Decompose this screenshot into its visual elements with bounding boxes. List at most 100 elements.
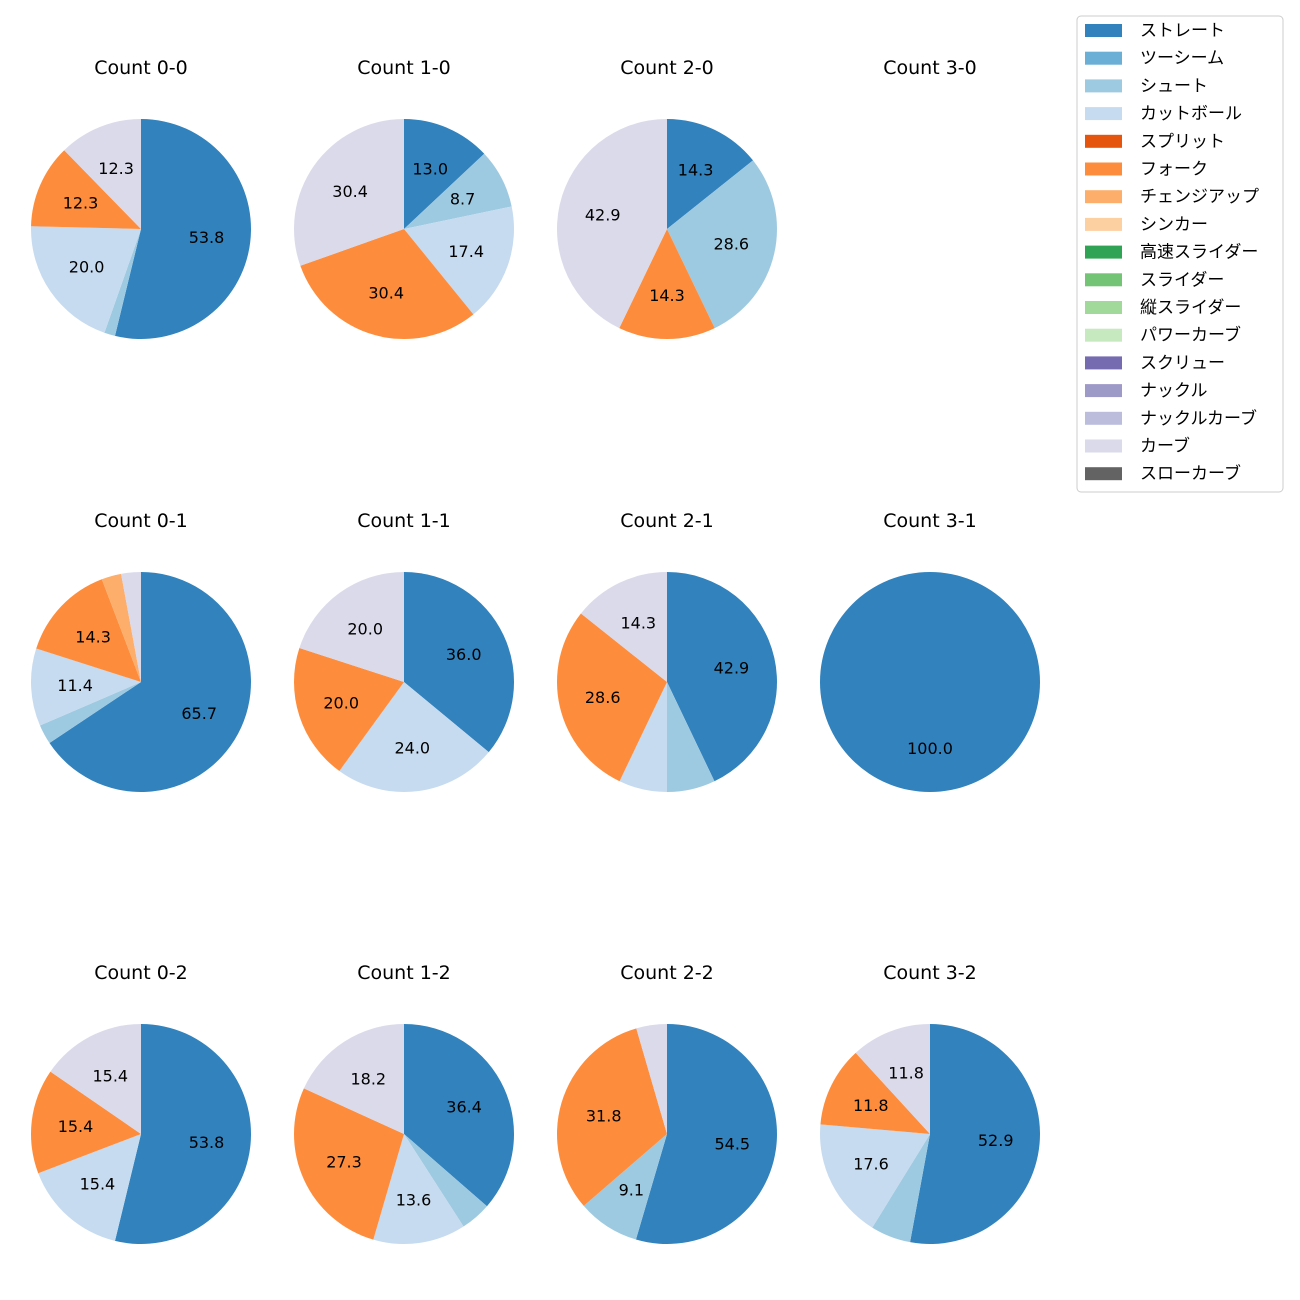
pie-value-label: 15.4: [58, 1117, 94, 1136]
legend-swatch: [1085, 24, 1122, 37]
legend-entry-label: カーブ: [1140, 436, 1190, 457]
legend-entry-label: ナックル: [1140, 381, 1208, 401]
pie-title: Count 1-0: [357, 57, 451, 79]
legend-swatch: [1085, 217, 1122, 231]
pie-value-label: 11.4: [57, 676, 93, 695]
pie-slice: [855, 1024, 930, 1134]
pie-value-label: 13.0: [412, 159, 448, 178]
legend-entry-label: スローカーブ: [1140, 463, 1241, 484]
pie-slice: [104, 229, 141, 336]
pie-slice: [30, 1071, 142, 1174]
legend-swatch: [1085, 411, 1122, 425]
pie-value-label: 36.0: [446, 645, 482, 664]
pie-title: Count 3-1: [883, 510, 977, 532]
legend-entry-label: ツーシーム: [1140, 49, 1224, 69]
legend-swatch: [1085, 467, 1122, 481]
pie-slice: [30, 226, 141, 333]
pie-value-label: 13.6: [396, 1190, 432, 1209]
pie-slice: [114, 1024, 252, 1244]
pie-value-label: 18.2: [350, 1070, 386, 1089]
pie-value-label: 100.0: [907, 739, 953, 758]
pie-value-label: 54.5: [714, 1134, 750, 1153]
pie-slice: [635, 1024, 777, 1244]
pie-value-label: 14.3: [678, 161, 714, 180]
pie-title: Count 2-0: [620, 57, 714, 79]
pie-value-label: 17.6: [853, 1155, 889, 1174]
pie-slice: [580, 572, 667, 682]
pie-slice: [293, 118, 404, 266]
pie-count-1-2: Count 1-2 36.4 13.6 27.3 18.2: [294, 962, 514, 1244]
pie-slice: [667, 160, 777, 329]
pie-value-label: 11.8: [888, 1064, 924, 1083]
legend-entry-label: 高速スライダー: [1140, 243, 1258, 263]
pie-value-label: 42.9: [585, 205, 621, 224]
pie-title: Count 0-1: [94, 510, 188, 532]
pie-slice: [30, 648, 142, 726]
pie-slice: [404, 153, 512, 229]
legend-swatch: [1085, 328, 1122, 342]
pie-value-label: 65.7: [181, 704, 217, 723]
pie-title: Count 3-0: [883, 57, 977, 79]
pie-count-0-0: Count 0-0 53.8 20.0 12.3 12.3: [30, 57, 252, 339]
pie-slice: [404, 119, 485, 229]
pie-slice: [619, 229, 715, 340]
pie-slice: [373, 1134, 464, 1244]
legend-swatch: [1085, 356, 1122, 370]
pie-value-label: 20.0: [347, 620, 383, 639]
legend-swatch: [1085, 134, 1122, 148]
legend-entry-label: ナックルカーブ: [1140, 408, 1257, 429]
pie-title: Count 3-2: [883, 962, 977, 984]
pie-slice: [583, 1134, 667, 1240]
pie-slice: [820, 572, 1040, 792]
pie-count-1-0: Count 1-0 13.08.7 17.4 30.4 30.4: [293, 57, 514, 340]
pie-value-label: 20.0: [69, 257, 105, 276]
legend-swatch: [1085, 107, 1122, 121]
pie-value-label: 36.4: [446, 1098, 482, 1117]
pie-slice: [303, 1024, 404, 1134]
pie-slice: [556, 118, 667, 329]
pie-slice: [820, 1124, 930, 1228]
legend-entry-label: シンカー: [1140, 215, 1208, 235]
pie-value-label: 17.4: [448, 242, 484, 261]
pie-value-label: 53.8: [189, 1133, 225, 1152]
pie-title: Count 1-1: [357, 510, 451, 532]
pie-slice: [64, 119, 141, 229]
pie-value-label: 11.8: [853, 1096, 889, 1115]
pie-slice: [294, 1088, 404, 1240]
pie-slice: [667, 682, 715, 792]
pie-slice: [121, 572, 141, 682]
pie-slice: [872, 1134, 930, 1243]
pie-slice: [101, 573, 141, 682]
legend-entry-label: スライダー: [1140, 270, 1224, 290]
pie-slice: [293, 648, 404, 771]
pie-value-label: 52.9: [978, 1131, 1014, 1150]
pie-count-1-1: Count 1-1 36.0 24.0 20.0 20.0: [293, 510, 515, 793]
legend: ストレートツーシームシュートカットボールスプリットフォークチェンジアップシンカー…: [1076, 15, 1284, 493]
legend-entry-label: スクリュー: [1140, 353, 1225, 373]
legend-entry-label: カットボール: [1140, 104, 1242, 124]
pie-slice: [36, 579, 141, 682]
pie-value-label: 12.3: [98, 159, 134, 178]
legend-swatch: [1085, 51, 1122, 65]
pie-count-3-2: Count 3-2 52.9 17.6 11.8 11.8: [820, 962, 1040, 1245]
pie-value-label: 9.1: [619, 1181, 644, 1200]
legend-frame: [1076, 15, 1284, 493]
pie-title: Count 2-1: [620, 510, 714, 532]
pie-count-3-1: Count 3-1 100.0: [820, 510, 1040, 792]
pie-title: Count 0-0: [94, 57, 188, 79]
pie-count-2-2: Count 2-2 54.5 9.1 31.8: [557, 962, 777, 1244]
pie-value-label: 15.4: [80, 1175, 116, 1194]
pie-value-label: 27.3: [326, 1153, 362, 1172]
pie-slice: [404, 572, 515, 753]
pie-title: Count 2-2: [620, 962, 714, 984]
pie-count-2-0: Count 2-0 14.3 28.6 14.3 42.9: [556, 57, 777, 340]
pie-slice: [404, 206, 514, 315]
legend-swatch: [1085, 245, 1122, 259]
pie-slice: [300, 229, 474, 340]
pie-slice: [38, 1134, 141, 1241]
pie-slice: [667, 572, 777, 782]
pie-slice: [114, 119, 252, 339]
pie-slice: [299, 572, 404, 682]
pie-slice: [667, 119, 753, 229]
